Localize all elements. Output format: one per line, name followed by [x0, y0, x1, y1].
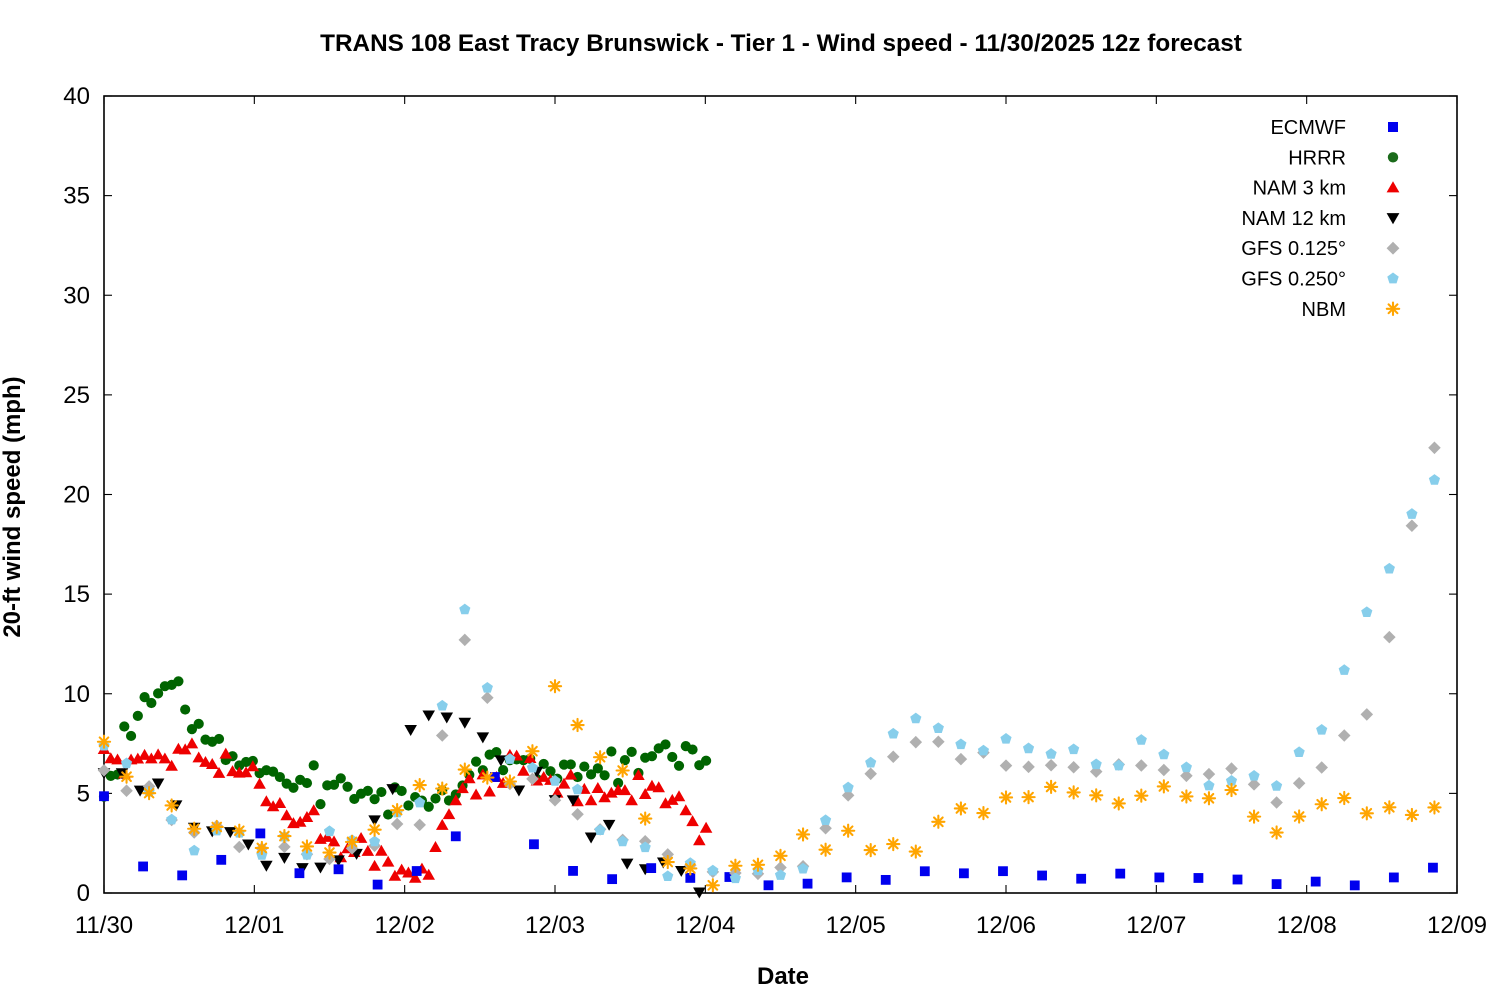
svg-text:40: 40 — [63, 83, 90, 110]
svg-text:NBM: NBM — [1302, 299, 1346, 321]
svg-text:11/30: 11/30 — [75, 912, 133, 939]
svg-text:GFS 0.125°: GFS 0.125° — [1241, 238, 1346, 260]
svg-text:12/08: 12/08 — [1277, 912, 1337, 939]
svg-text:Date: Date — [757, 963, 809, 990]
svg-text:HRRR: HRRR — [1288, 147, 1346, 169]
svg-text:NAM 12 km: NAM 12 km — [1242, 208, 1346, 230]
svg-text:5: 5 — [77, 780, 90, 807]
svg-text:12/01: 12/01 — [224, 912, 284, 939]
svg-text:30: 30 — [63, 282, 90, 309]
svg-text:0: 0 — [77, 880, 90, 907]
svg-text:12/05: 12/05 — [826, 912, 886, 939]
svg-text:ECMWF: ECMWF — [1270, 117, 1346, 139]
svg-text:15: 15 — [63, 581, 90, 608]
svg-text:12/04: 12/04 — [675, 912, 735, 939]
svg-text:12/06: 12/06 — [976, 912, 1036, 939]
svg-text:20-ft wind speed (mph): 20-ft wind speed (mph) — [0, 376, 26, 637]
svg-text:TRANS 108 East Tracy Brunswick: TRANS 108 East Tracy Brunswick - Tier 1 … — [320, 30, 1242, 57]
svg-text:25: 25 — [63, 382, 90, 409]
svg-text:12/09: 12/09 — [1427, 912, 1487, 939]
svg-text:NAM 3 km: NAM 3 km — [1253, 178, 1346, 200]
svg-text:20: 20 — [63, 482, 90, 509]
svg-text:12/07: 12/07 — [1126, 912, 1186, 939]
svg-text:12/02: 12/02 — [375, 912, 435, 939]
svg-text:GFS 0.250°: GFS 0.250° — [1241, 269, 1346, 291]
svg-text:12/03: 12/03 — [525, 912, 585, 939]
svg-text:10: 10 — [63, 681, 90, 708]
svg-text:35: 35 — [63, 183, 90, 210]
